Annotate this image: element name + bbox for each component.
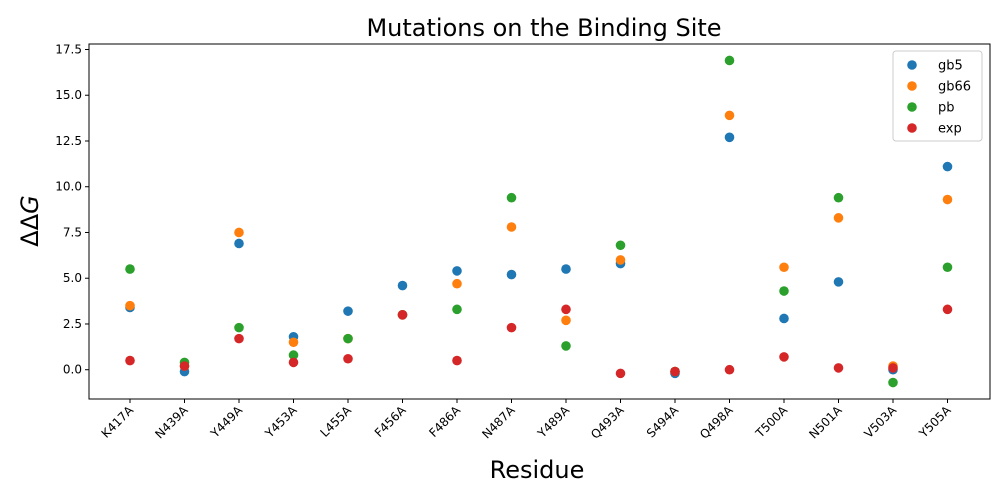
x-axis-title: Residue xyxy=(490,456,585,484)
point-exp-Y449A xyxy=(234,333,244,344)
legend: gb5 gb66 pb exp xyxy=(892,50,983,142)
point-pb-L455A xyxy=(343,333,353,344)
legend-label-pb: pb xyxy=(938,101,955,116)
point-gb66-Y453A xyxy=(288,337,299,348)
x-tick-label: L455A xyxy=(317,403,354,440)
point-gb66-F486A xyxy=(452,278,462,289)
point-gb66-Q493A xyxy=(615,255,626,265)
point-pb-F486A xyxy=(452,304,462,315)
point-gb66-N501A xyxy=(833,213,844,223)
point-pb-Y449A xyxy=(234,322,244,333)
x-tick-label: Y453A xyxy=(262,403,300,441)
y-tick-label: 0.0 xyxy=(63,363,82,377)
y-tick-label: 2.5 xyxy=(63,317,82,331)
point-gb66-Q498A xyxy=(724,110,735,121)
legend-label-gb66: gb66 xyxy=(938,80,971,95)
point-pb-N501A xyxy=(833,192,844,203)
point-gb5-L455A xyxy=(343,306,353,316)
point-exp-F486A xyxy=(452,355,462,366)
point-exp-Y453A xyxy=(288,357,299,368)
point-gb5-F456A xyxy=(397,280,408,291)
legend-marker-gb66 xyxy=(907,81,917,91)
point-gb5-T500A xyxy=(779,313,789,324)
x-tick-label: F456A xyxy=(372,403,409,440)
x-tick-label: V503A xyxy=(861,403,899,441)
point-exp-V503A xyxy=(888,363,898,373)
point-exp-S494A xyxy=(670,366,680,377)
legend-marker-gb5 xyxy=(907,60,917,70)
point-pb-Y505A xyxy=(942,262,953,273)
point-exp-N487A xyxy=(506,322,517,333)
y-axis-title: ΔΔG xyxy=(16,195,44,246)
point-gb5-N501A xyxy=(833,277,844,287)
point-exp-T500A xyxy=(779,352,789,362)
point-exp-F456A xyxy=(397,310,408,320)
point-gb66-N487A xyxy=(506,222,517,232)
y-tick-label: 17.5 xyxy=(55,42,82,56)
legend-label-exp: exp xyxy=(938,122,962,137)
point-exp-Y505A xyxy=(942,304,953,315)
point-exp-N501A xyxy=(833,363,844,373)
x-tick-label: Y489A xyxy=(534,403,572,441)
point-exp-K417A xyxy=(125,355,135,366)
point-exp-N439A xyxy=(179,361,190,371)
legend-marker-pb xyxy=(907,102,917,112)
point-gb5-Y505A xyxy=(942,161,953,172)
point-pb-T500A xyxy=(779,286,789,296)
point-exp-Q498A xyxy=(724,364,735,375)
point-gb66-Y505A xyxy=(942,194,953,205)
legend-label-gb5: gb5 xyxy=(938,59,963,74)
point-exp-Q493A xyxy=(615,368,626,379)
x-tick-label: S494A xyxy=(644,403,682,441)
x-tick-label: N439A xyxy=(152,403,191,442)
x-tick-label: T500A xyxy=(752,403,790,441)
x-tick-label: Y449A xyxy=(207,403,245,441)
point-gb5-Y449A xyxy=(234,238,244,249)
x-tick-label: Q498A xyxy=(697,403,736,442)
y-tick-label: 5.0 xyxy=(63,271,82,285)
x-tick-label: Q493A xyxy=(588,403,627,442)
point-exp-Y489A xyxy=(561,304,571,315)
x-tick-label: Y505A xyxy=(916,403,954,441)
point-gb5-F486A xyxy=(452,266,462,276)
plot-frame xyxy=(88,43,991,400)
point-gb5-Y489A xyxy=(561,264,571,274)
legend-box xyxy=(892,50,983,142)
point-pb-Y489A xyxy=(561,341,571,351)
point-gb5-N487A xyxy=(506,269,517,280)
y-tick-label: 10.0 xyxy=(55,180,82,194)
point-gb66-Y449A xyxy=(234,227,244,238)
x-tick-label: F486A xyxy=(426,403,463,440)
chart-title: Mutations on the Binding Site xyxy=(366,14,721,42)
point-exp-L455A xyxy=(343,353,353,364)
x-tick-label: N501A xyxy=(806,403,845,442)
x-tick-label: K417A xyxy=(99,403,137,441)
point-pb-V503A xyxy=(888,377,898,388)
point-pb-Q498A xyxy=(724,55,735,66)
y-tick-label: 7.5 xyxy=(63,225,82,239)
point-pb-K417A xyxy=(125,264,135,274)
point-pb-Y453A xyxy=(288,350,299,360)
point-gb66-K417A xyxy=(125,300,135,311)
x-tick-label: N487A xyxy=(479,403,518,442)
point-gb66-T500A xyxy=(779,262,789,273)
point-gb66-Y489A xyxy=(561,315,571,326)
point-pb-N487A xyxy=(506,192,517,203)
y-tick-label: 15.0 xyxy=(55,88,82,102)
x-axis: K417A N439A Y449A Y453A L455A F456A F486A N487A… xyxy=(99,399,954,442)
legend-marker-exp xyxy=(907,123,917,133)
y-tick-label: 12.5 xyxy=(55,134,82,148)
point-pb-Q493A xyxy=(615,240,626,251)
data-points xyxy=(125,55,953,388)
y-axis: 0.0 2.5 5.0 7.5 10.0 12.5 15.0 17.5 xyxy=(55,42,89,377)
point-gb5-Q498A xyxy=(724,132,735,143)
